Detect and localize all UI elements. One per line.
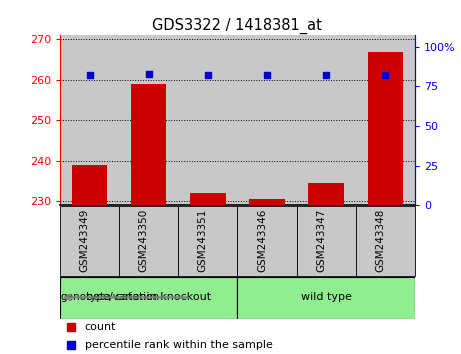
Text: GSM243350: GSM243350 xyxy=(139,209,148,272)
Bar xyxy=(119,35,178,205)
FancyBboxPatch shape xyxy=(296,206,356,276)
Bar xyxy=(190,193,225,205)
Bar xyxy=(60,35,119,205)
FancyBboxPatch shape xyxy=(60,277,237,319)
Text: GSM243349: GSM243349 xyxy=(79,209,89,273)
Bar xyxy=(367,52,403,205)
Point xyxy=(322,72,330,78)
Bar xyxy=(308,183,344,205)
Text: beta-catenin knockout: beta-catenin knockout xyxy=(86,292,211,302)
Bar xyxy=(237,35,296,205)
Point xyxy=(86,72,93,78)
Point xyxy=(145,71,152,76)
Text: percentile rank within the sample: percentile rank within the sample xyxy=(85,340,272,350)
Text: genotype/variation: genotype/variation xyxy=(60,292,160,302)
FancyBboxPatch shape xyxy=(356,206,415,276)
Point xyxy=(67,325,74,330)
Bar xyxy=(249,199,285,205)
Point xyxy=(263,72,271,78)
FancyBboxPatch shape xyxy=(60,206,119,276)
Text: GSM243347: GSM243347 xyxy=(316,209,326,273)
Text: wild type: wild type xyxy=(301,292,352,302)
FancyBboxPatch shape xyxy=(237,277,415,319)
Bar xyxy=(296,35,356,205)
Text: GSM243346: GSM243346 xyxy=(257,209,267,273)
Title: GDS3322 / 1418381_at: GDS3322 / 1418381_at xyxy=(153,18,322,34)
Text: GSM243351: GSM243351 xyxy=(198,209,208,273)
Point xyxy=(382,72,389,78)
Bar xyxy=(356,35,415,205)
Bar xyxy=(178,35,237,205)
Point xyxy=(67,342,74,348)
Text: count: count xyxy=(85,322,116,332)
FancyBboxPatch shape xyxy=(178,206,237,276)
Point xyxy=(204,72,212,78)
Bar xyxy=(72,165,107,205)
Text: GSM243348: GSM243348 xyxy=(375,209,385,273)
FancyBboxPatch shape xyxy=(119,206,178,276)
FancyBboxPatch shape xyxy=(237,206,296,276)
Bar xyxy=(131,84,166,205)
